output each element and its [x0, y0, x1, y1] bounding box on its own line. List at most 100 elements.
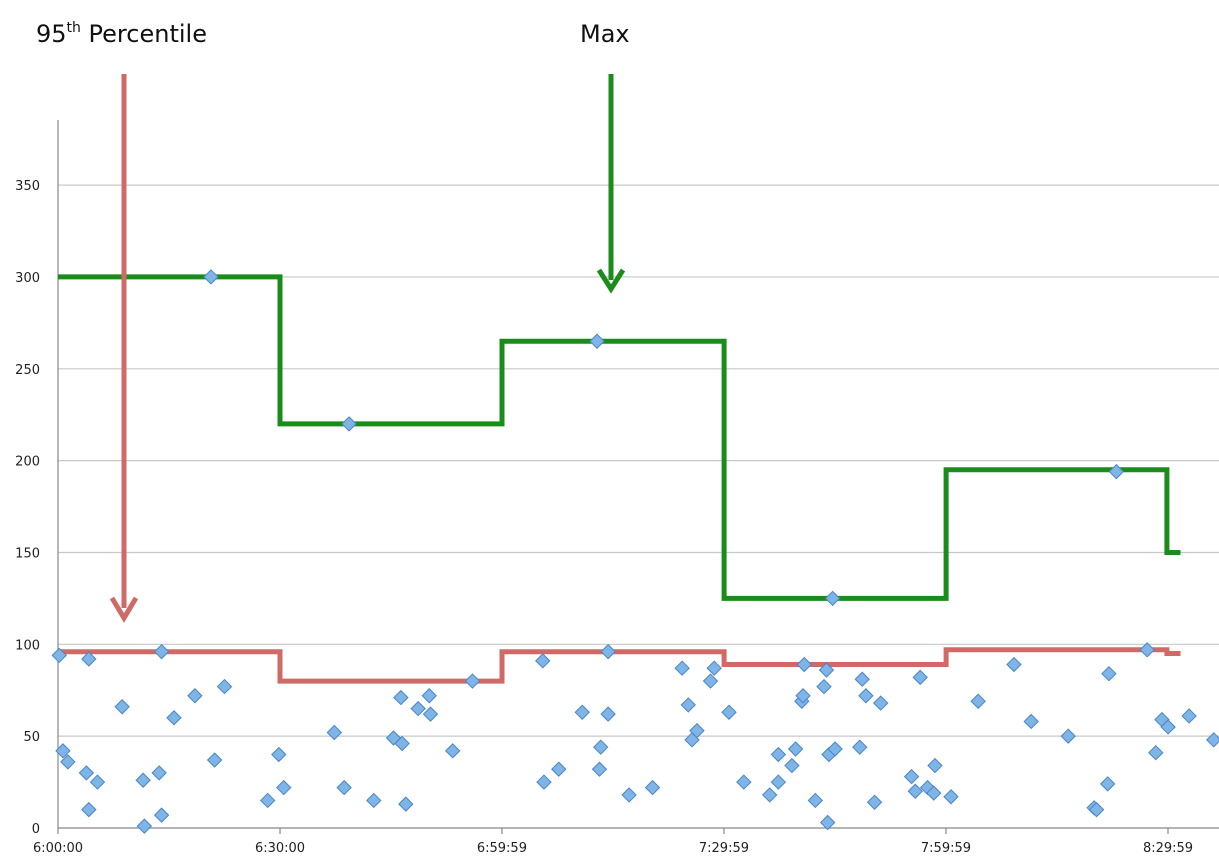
- data-point: [166, 710, 182, 726]
- data-point: [1181, 708, 1197, 724]
- data-point: [852, 739, 868, 755]
- data-point: [445, 743, 461, 759]
- axes: 0 50 100 150 200 250 300 350 6:00:00 6:30:00 6:59:…: [15, 120, 1219, 856]
- data-point: [819, 814, 836, 831]
- data-point: [873, 695, 889, 711]
- data-point: [135, 772, 151, 788]
- data-point: [1148, 744, 1164, 761]
- data-point: [818, 662, 835, 678]
- data-point: [259, 792, 276, 809]
- data-point: [706, 660, 722, 676]
- data-point: [535, 653, 551, 669]
- series: [58, 274, 1181, 684]
- data-point: [762, 787, 778, 803]
- scatter-points: [51, 269, 1219, 834]
- data-point: [276, 779, 292, 796]
- data-point: [903, 768, 920, 785]
- data-point: [644, 779, 661, 796]
- data-point: [341, 416, 357, 432]
- y-tick-label: 300: [15, 271, 40, 286]
- data-point: [393, 689, 409, 706]
- data-point: [271, 746, 287, 763]
- data-point: [591, 761, 608, 777]
- data-point: [55, 743, 71, 759]
- y-tick-label: 100: [15, 638, 40, 653]
- y-tick-label: 350: [15, 179, 40, 194]
- data-point: [206, 752, 223, 768]
- data-point: [366, 792, 382, 809]
- data-point: [1139, 642, 1155, 658]
- data-point: [927, 757, 943, 774]
- data-point: [114, 699, 130, 715]
- data-point: [866, 794, 883, 810]
- data-point: [326, 724, 343, 741]
- data-point: [1099, 776, 1116, 792]
- data-point: [912, 669, 928, 686]
- x-tick-label: 6:00:00: [33, 841, 83, 856]
- data-point: [787, 741, 804, 757]
- data-point: [858, 688, 874, 704]
- data-point: [1101, 665, 1117, 682]
- y-tick-label: 50: [23, 730, 40, 745]
- data-point: [770, 774, 787, 790]
- p95-annotation-label: 95th Percentile: [36, 20, 207, 48]
- data-point: [1023, 713, 1039, 730]
- x-tick-label: 7:59:59: [921, 841, 971, 856]
- max-annotation-label: Max: [580, 20, 630, 48]
- data-point: [689, 722, 705, 739]
- data-point: [410, 700, 426, 717]
- data-point: [421, 688, 437, 704]
- y-tick-label: 200: [15, 455, 40, 470]
- data-point: [336, 779, 352, 796]
- data-point: [854, 671, 870, 687]
- data-point: [574, 704, 590, 720]
- data-point: [600, 643, 616, 660]
- data-point: [203, 269, 219, 285]
- data-point: [795, 688, 811, 704]
- p95-annotation-arrow: [109, 74, 139, 623]
- data-point: [464, 673, 481, 689]
- data-point: [216, 678, 233, 695]
- data-point: [1006, 656, 1022, 673]
- data-point: [78, 765, 95, 781]
- data-point: [151, 765, 167, 781]
- data-point: [51, 647, 67, 664]
- data-point: [153, 807, 170, 823]
- data-point: [674, 660, 690, 676]
- data-point: [60, 754, 76, 770]
- data-point: [81, 801, 97, 818]
- data-point: [81, 651, 97, 667]
- data-point: [680, 697, 697, 713]
- data-point: [824, 590, 841, 607]
- y-tick-label: 0: [32, 822, 40, 837]
- max-step-line: [58, 274, 1181, 601]
- x-tick-label: 8:29:59: [1143, 841, 1193, 856]
- data-point: [907, 783, 923, 799]
- data-point: [593, 739, 609, 755]
- data-point: [153, 643, 170, 660]
- data-point: [394, 735, 410, 752]
- data-point: [1108, 463, 1125, 480]
- data-point: [827, 741, 843, 757]
- x-tick-label: 7:29:59: [699, 841, 749, 856]
- data-point: [1088, 801, 1105, 818]
- data-point: [422, 706, 439, 722]
- data-point: [702, 673, 719, 689]
- data-point: [943, 789, 959, 805]
- data-point: [536, 774, 552, 790]
- data-point: [970, 693, 986, 709]
- y-tick-label: 250: [15, 363, 40, 378]
- data-point: [187, 688, 203, 704]
- max-annotation-arrow: [596, 74, 626, 294]
- data-point: [796, 656, 812, 673]
- data-point: [89, 774, 106, 790]
- data-point: [784, 757, 800, 774]
- data-point: [1060, 728, 1076, 744]
- data-point: [1160, 719, 1176, 735]
- data-point: [1206, 732, 1219, 748]
- data-point: [807, 792, 824, 809]
- data-point: [926, 785, 942, 801]
- data-point: [398, 796, 414, 812]
- data-point: [621, 787, 637, 803]
